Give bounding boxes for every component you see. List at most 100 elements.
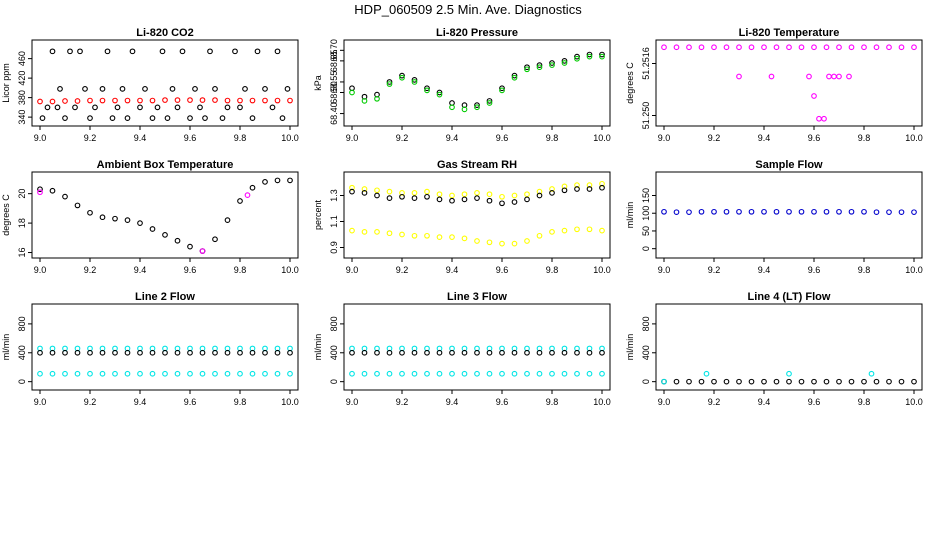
data-point [199,248,206,254]
data-point [386,81,393,87]
data-point [449,234,455,240]
data-point [124,349,131,356]
data-point [823,208,830,215]
data-point [586,182,593,188]
x-tick-label: 9.8 [546,265,559,275]
data-point [57,85,63,92]
data-point [461,196,468,203]
series-avg [349,51,605,108]
data-point [187,349,193,356]
data-point [536,192,543,199]
data-point [174,97,181,103]
data-point [846,73,852,80]
data-point [124,115,131,121]
data-point [374,229,380,235]
plot-frame [655,303,923,391]
x-tick-label: 10.0 [905,133,923,143]
y-tick-label: 68.40 [329,102,339,125]
series-low [349,370,605,377]
data-point [249,349,256,356]
data-point [119,85,126,92]
data-point [449,370,455,377]
y-tick-label: 400 [641,345,651,360]
data-point [436,349,443,356]
y-tick-label: 0 [641,246,651,251]
data-point [561,58,568,64]
panel-title: Li-820 Temperature [739,27,840,39]
y-axis-label: degrees C [1,194,11,236]
data-point [274,370,281,377]
data-point [673,378,680,385]
y-tick-label: 68.70 [329,39,339,62]
data-point [199,97,206,103]
data-point [62,115,68,121]
data-point [399,190,405,196]
data-point [486,197,493,204]
data-point [748,44,755,51]
data-point [411,349,418,356]
x-tick-label: 9.0 [346,397,359,407]
data-point [137,370,143,377]
x-tick-label: 9.8 [858,397,871,407]
data-point [274,349,281,356]
data-point [873,378,880,385]
data-point [112,349,118,356]
data-point [599,53,605,60]
data-point [192,85,198,92]
y-tick-label: 800 [641,316,651,331]
data-point [549,370,555,377]
data-point [207,48,213,55]
x-tick-label: 9.8 [858,133,871,143]
data-point [349,370,355,377]
data-point [137,349,143,356]
data-point [524,349,530,356]
data-point [114,104,121,111]
data-point [37,349,43,356]
data-point [524,370,530,377]
data-point [698,378,705,385]
data-point [599,51,605,58]
y-axis-label: ml/min [1,334,11,361]
y-axis-label: ml/min [625,202,635,229]
y-tick-label: 0 [329,379,339,384]
data-point [249,115,256,121]
data-point [74,98,81,104]
y-tick-label: 1.1 [329,215,339,228]
panel-line4: Line 4 (LT) Flow ml/min 9.0 9.2 9.4 9.6 9.8 10.… [625,291,923,407]
data-point [599,227,605,234]
y-tick-label: 51.250 [641,102,651,130]
data-point [536,64,543,71]
data-point [436,370,443,377]
data-point [599,370,605,377]
data-point [262,85,268,92]
data-point [411,79,418,85]
data-point [37,98,43,105]
data-point [449,104,455,111]
data-point [511,370,518,377]
data-point [349,227,355,234]
x-tick-label: 10.0 [593,133,611,143]
data-point [99,370,106,377]
x-tick-label: 9.4 [446,397,459,407]
data-point [848,378,855,385]
plot-frame [343,303,611,391]
data-point [549,60,555,66]
series-low [37,370,293,377]
data-point [511,192,518,199]
panel-title: Line 2 Flow [135,291,195,303]
y-tick-label: 0 [17,379,27,384]
plot-frame [31,171,299,259]
data-point [124,97,131,104]
data-point [212,85,218,92]
y-tick-label: 1.3 [329,189,339,202]
data-point [561,349,568,356]
data-point [499,240,505,247]
data-point [549,62,555,68]
data-point [374,349,380,356]
data-point [92,104,98,111]
series-low [736,73,852,122]
data-point [599,349,605,356]
y-axis-label: kPa [313,75,323,91]
data-point [112,215,118,222]
x-tick-label: 10.0 [281,265,299,275]
